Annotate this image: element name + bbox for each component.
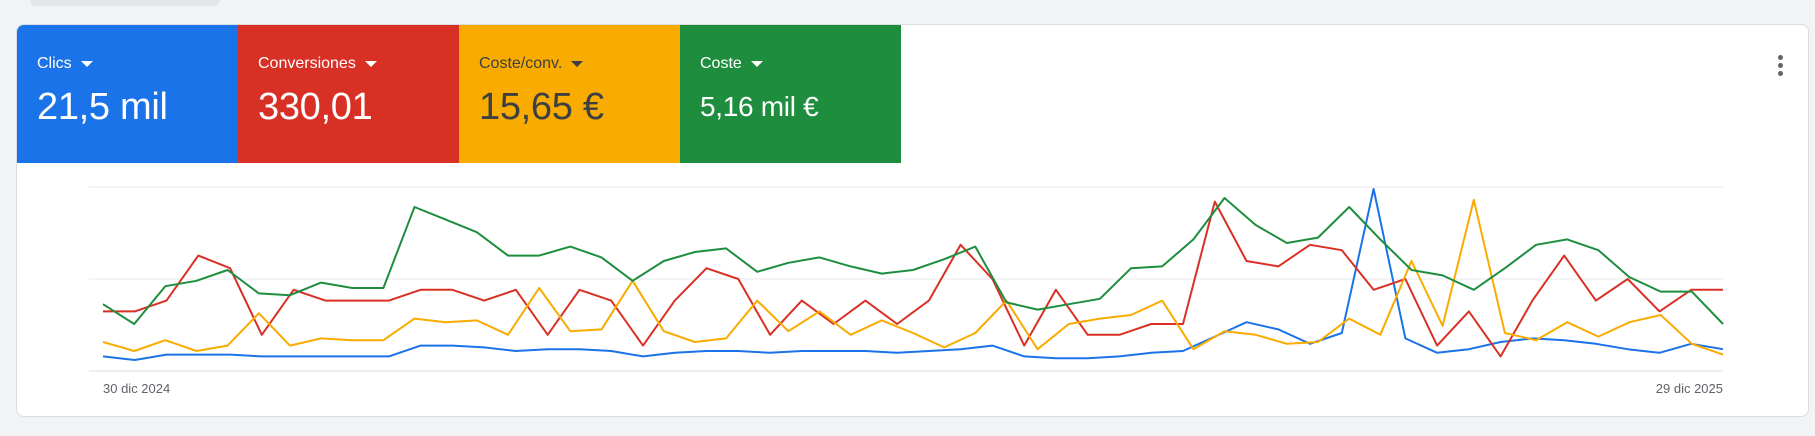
metric-label: Clics: [37, 55, 72, 72]
metric-value: 330,01: [258, 86, 373, 128]
metric-tile-coste[interactable]: Coste 5,16 mil €: [680, 25, 901, 163]
metric-value: 15,65 €: [479, 86, 604, 128]
metric-label: Coste/conv.: [479, 55, 563, 72]
metric-label: Conversiones: [258, 55, 356, 72]
top-tab-shadow: [30, 0, 220, 6]
x-tick-label-end: 29 dic 2025: [1656, 381, 1723, 396]
more-vert-icon[interactable]: [1768, 53, 1792, 77]
performance-card: Clics 21,5 mil Conversiones 330,01 Coste…: [16, 24, 1809, 417]
series-line-coste-conv-: [102, 198, 1724, 356]
metric-value: 5,16 mil €: [700, 91, 819, 122]
dropdown-caret-icon: [364, 61, 377, 67]
series-line-conversiones: [103, 200, 1723, 358]
metric-tile-coste-conv[interactable]: Coste/conv. 15,65 €: [459, 25, 680, 163]
series-line-clics: [102, 188, 1724, 361]
chart-series: [102, 188, 1724, 361]
dropdown-caret-icon: [571, 61, 584, 67]
metric-tile-clics[interactable]: Clics 21,5 mil: [17, 25, 238, 163]
dropdown-caret-icon: [80, 61, 93, 67]
metric-tiles: Clics 21,5 mil Conversiones 330,01 Coste…: [17, 25, 901, 163]
metric-label: Coste: [700, 55, 742, 72]
dropdown-caret-icon: [750, 61, 763, 67]
metric-value: 21,5 mil: [37, 86, 168, 128]
series-line-coste: [102, 197, 1724, 325]
line-chart: 30 dic 2024 29 dic 2025: [89, 186, 1724, 396]
x-tick-label-start: 30 dic 2024: [103, 381, 170, 396]
metric-tile-conversiones[interactable]: Conversiones 330,01: [238, 25, 459, 163]
